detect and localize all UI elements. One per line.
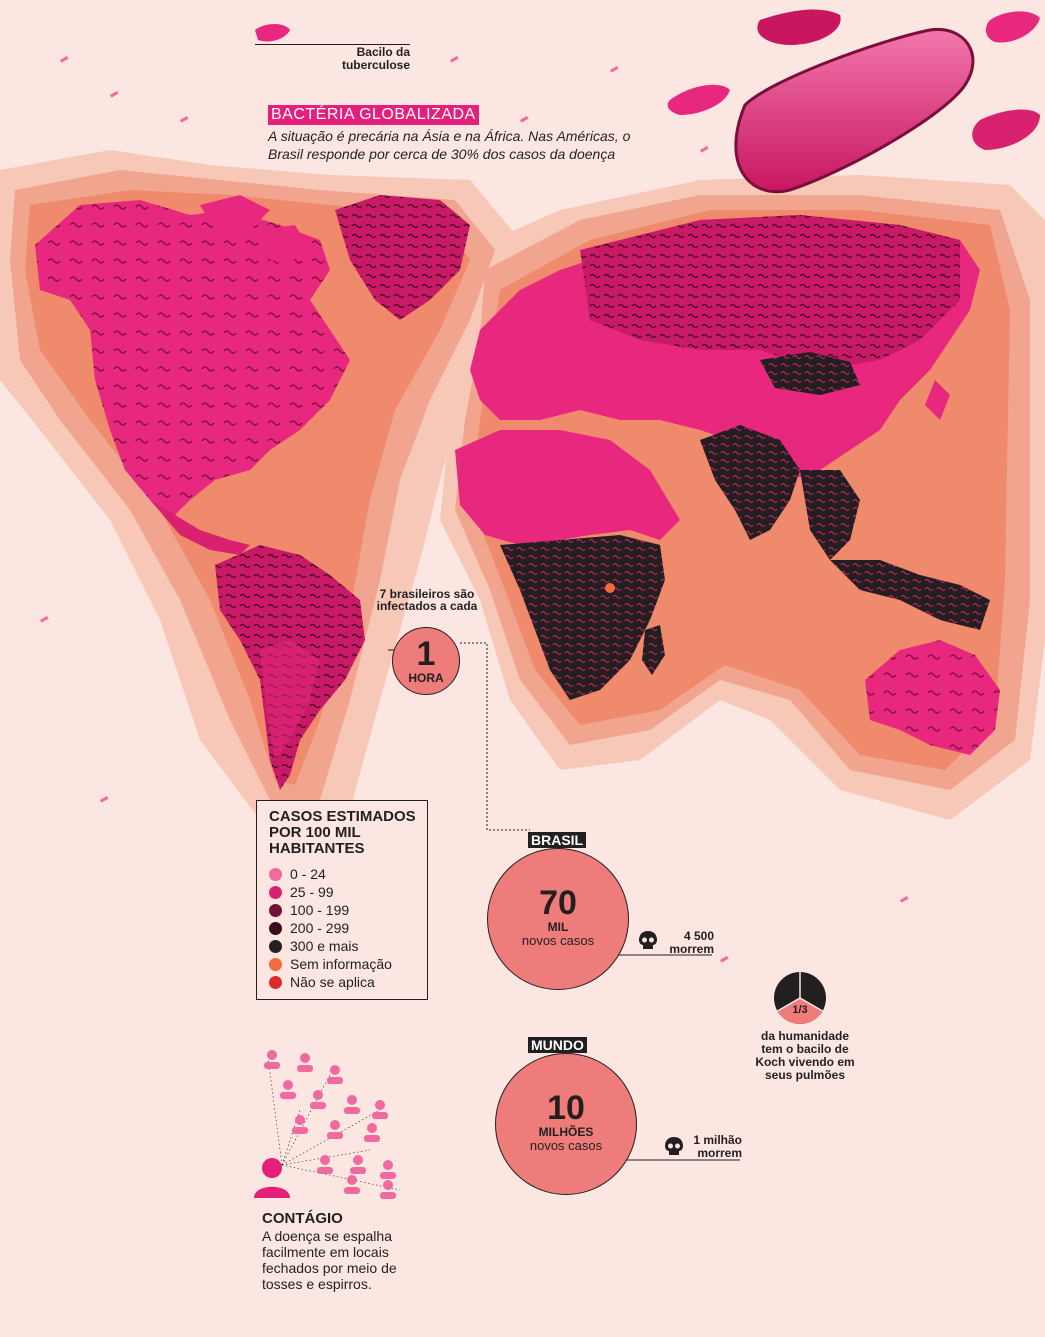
brasil-deaths: 4 500 morrem — [669, 929, 714, 956]
legend-item: 200 - 299 — [269, 919, 349, 937]
contagio-title: CONTÁGIO — [262, 1210, 343, 1227]
legend-swatch — [269, 868, 282, 881]
skull-icon — [639, 931, 657, 949]
legend-swatch — [269, 940, 282, 953]
legend-swatch — [269, 958, 282, 971]
brasil-tag: BRASIL — [528, 832, 587, 848]
brasil-caption: novos casos — [521, 933, 595, 948]
north-america — [35, 195, 470, 555]
brazil-rate-intro: 7 brasileiros são infectados a cada — [376, 587, 478, 613]
legend-swatch — [269, 976, 282, 989]
humanity-fraction: 1/3 — [792, 1004, 808, 1016]
legend-swatch — [269, 886, 282, 899]
brazil-rate-circle: 1 HORA — [392, 627, 460, 695]
legend-title: CASOS ESTIMADOS POR 100 MIL HABITANTES — [269, 808, 416, 857]
legend-swatch — [269, 922, 282, 935]
page-subtitle: A situação é precária na Ásia e na Áfric… — [268, 128, 631, 162]
skull-icon — [665, 1137, 683, 1155]
bacillus-icon — [255, 9, 1040, 194]
mundo-circle: 10 MILHÕES novos casos — [495, 1053, 637, 1195]
mundo-unit: MILHÕES — [538, 1125, 594, 1139]
legend-swatch — [269, 904, 282, 917]
africa — [455, 430, 680, 700]
person-icon — [254, 1158, 290, 1198]
humanity-pie — [774, 972, 826, 1024]
map-legend: CASOS ESTIMADOS POR 100 MIL HABITANTES 0… — [256, 800, 428, 1000]
brazil-rate-unit: HORA — [408, 671, 444, 685]
south-america — [215, 545, 365, 790]
bacillus-label: Bacilo da tuberculose — [341, 45, 410, 72]
oceania — [830, 560, 1000, 755]
mundo-deaths: 1 milhão morrem — [693, 1133, 742, 1160]
brasil-circle: 70 MIL novos casos — [487, 848, 629, 990]
legend-item: 300 e mais — [269, 937, 358, 955]
bacillus-leader-line — [255, 44, 410, 45]
brasil-unit: MIL — [547, 920, 569, 934]
legend-item: 25 - 99 — [269, 883, 334, 901]
mundo-tag: MUNDO — [528, 1037, 587, 1053]
contagio-text: A doença se espalha facilmente em locais… — [262, 1228, 397, 1292]
mundo-number: 10 — [547, 1089, 585, 1127]
legend-item: 100 - 199 — [269, 901, 349, 919]
legend-item: Não se aplica — [269, 973, 375, 991]
mundo-caption: novos casos — [529, 1138, 603, 1153]
page-title: BACTÉRIA GLOBALIZADA — [268, 105, 479, 125]
brazil-rate-number: 1 — [416, 635, 436, 673]
legend-item: 0 - 24 — [269, 865, 326, 883]
contagio-crowd — [254, 1050, 401, 1199]
humanity-text: da humanidade tem o bacilo de Koch viven… — [755, 1029, 855, 1082]
brasil-number: 70 — [539, 884, 577, 922]
legend-item: Sem informação — [269, 955, 392, 973]
eurasia — [470, 215, 980, 560]
